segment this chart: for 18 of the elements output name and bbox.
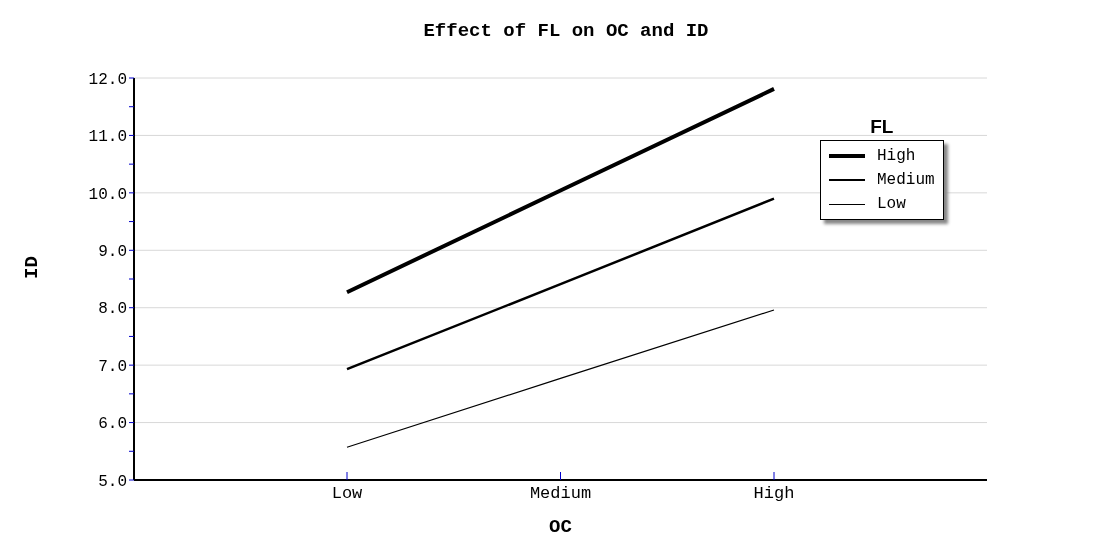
y-tick-label: 5.0	[98, 472, 127, 491]
x-tick-label: Medium	[529, 484, 592, 504]
x-axis-title: OC	[549, 516, 572, 538]
y-tick-label: 9.0	[98, 242, 127, 261]
y-tick-label: 12.0	[88, 70, 127, 89]
y-tick-label: 6.0	[98, 415, 127, 434]
y-tick-label: 10.0	[88, 185, 127, 204]
y-axis-title: ID	[20, 256, 43, 279]
y-tick-label: 8.0	[98, 300, 127, 319]
chart-title: Effect of FL on OC and ID	[422, 20, 710, 42]
y-tick-label: 7.0	[98, 357, 127, 376]
legend-label: Low	[877, 195, 906, 213]
y-tick-label: 11.0	[88, 128, 127, 147]
x-tick-label: Low	[331, 484, 364, 504]
legend-label: High	[877, 147, 916, 165]
x-tick-label: High	[753, 484, 795, 504]
legend-label: Medium	[877, 171, 935, 189]
legend-title: FL	[869, 116, 895, 138]
